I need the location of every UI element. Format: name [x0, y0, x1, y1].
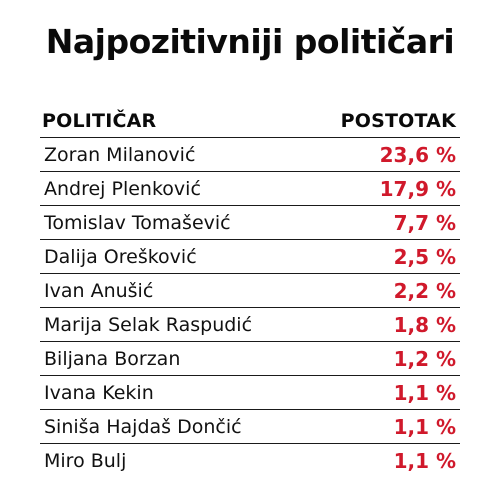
table-row: Siniša Hajdaš Dončić 1,1 %: [40, 410, 460, 444]
percentage-value: 1,1 %: [393, 414, 456, 439]
percentage-value: 1,8 %: [393, 312, 456, 337]
politician-name: Ivana Kekin: [44, 381, 154, 404]
politician-name: Siniša Hajdaš Dončić: [44, 415, 242, 438]
politician-name: Andrej Plenković: [44, 177, 201, 200]
politician-name: Dalija Orešković: [44, 245, 197, 268]
table-row: Ivana Kekin 1,1 %: [40, 376, 460, 410]
column-header-politician: POLITIČAR: [42, 109, 157, 132]
table-row: Ivan Anušić 2,2 %: [40, 274, 460, 308]
table-body: Zoran Milanović 23,6 % Andrej Plenković 17,…: [40, 138, 460, 478]
politician-name: Zoran Milanović: [44, 143, 196, 166]
percentage-value: 1,1 %: [393, 449, 456, 473]
politician-name: Marija Selak Raspudić: [44, 313, 253, 336]
table-row: Tomislav Tomašević 7,7 %: [40, 206, 460, 240]
politician-name: Miro Bulj: [44, 450, 127, 472]
table-row: Dalija Orešković 2,5 %: [40, 240, 460, 274]
percentage-value: 1,2 %: [393, 346, 456, 371]
page-title: Najpozitivniji političari: [45, 22, 455, 61]
ranking-table: POLITIČAR POSTOTAK Zoran Milanović 23,6 %…: [40, 104, 460, 478]
percentage-value: 2,2 %: [393, 278, 456, 303]
column-header-percentage: POSTOTAK: [340, 109, 456, 132]
table-row: Andrej Plenković 17,9 %: [40, 172, 460, 206]
table-row: Biljana Borzan 1,2 %: [40, 342, 460, 376]
percentage-value: 1,1 %: [393, 380, 456, 405]
percentage-value: 17,9 %: [379, 176, 456, 201]
politician-name: Ivan Anušić: [44, 279, 154, 302]
table-row: Miro Bulj 1,1 %: [40, 444, 460, 478]
table-row: Marija Selak Raspudić 1,8 %: [40, 308, 460, 342]
percentage-value: 2,5 %: [393, 244, 456, 269]
politician-name: Tomislav Tomašević: [44, 211, 231, 234]
table-row: Zoran Milanović 23,6 %: [40, 138, 460, 172]
percentage-value: 7,7 %: [393, 210, 456, 235]
table-header-row: POLITIČAR POSTOTAK: [40, 104, 460, 138]
percentage-value: 23,6 %: [379, 142, 456, 167]
politician-name: Biljana Borzan: [44, 347, 181, 370]
